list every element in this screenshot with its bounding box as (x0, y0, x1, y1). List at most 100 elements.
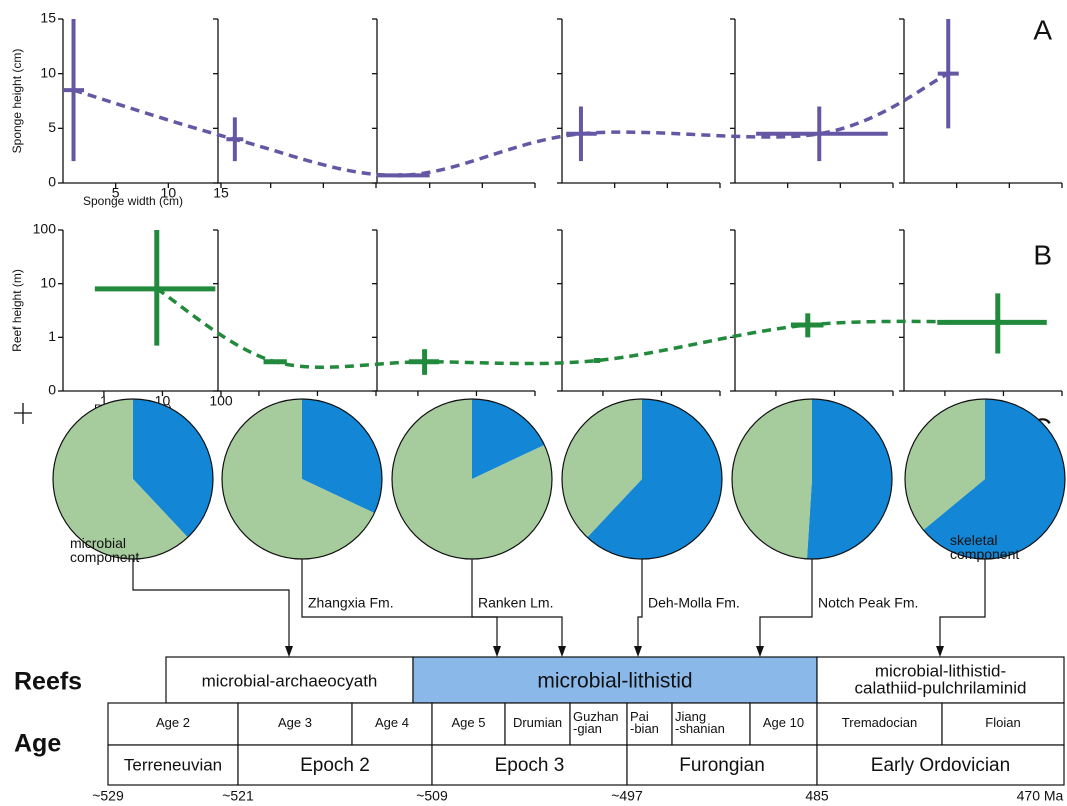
series-label: skeletal component (950, 532, 1019, 562)
reef-label: microbial-archaeocyath (202, 671, 378, 690)
axis (561, 230, 720, 392)
series-label: microbial component (70, 535, 139, 565)
label-line: Jiang (675, 709, 706, 724)
label-line: Age 2 (156, 715, 190, 730)
row-label: Reefs (14, 668, 82, 696)
epoch-label: Epoch 2 (300, 755, 370, 776)
label: Age 10 (763, 715, 804, 730)
boundary-label: ~509 (416, 788, 448, 804)
epoch-label: Early Ordovician (871, 755, 1010, 776)
formation-label: Zhangxia Fm. (308, 595, 394, 611)
y-tick-label: 1 (48, 328, 56, 344)
label: Guzhan -gian (573, 709, 619, 736)
arrow-head (634, 646, 642, 657)
epoch-cell (237, 744, 433, 786)
series-label-line: skeletal (950, 532, 1001, 548)
x-tick-label: 100 (209, 393, 233, 409)
formation-label: Ranken Lm. (478, 595, 553, 611)
label: Age 3 (278, 715, 312, 730)
label-line: Age 5 (452, 715, 486, 730)
pie-slice (392, 399, 552, 559)
series-label-line: component (70, 549, 139, 565)
series-label-line: microbial (70, 535, 130, 551)
series-label-line: component (950, 546, 1019, 562)
label-line: Drumian (513, 715, 562, 730)
y-tick-label: 10 (40, 274, 56, 290)
label-line: Age 4 (375, 715, 409, 730)
connector (637, 559, 643, 650)
age-cell (941, 702, 1065, 746)
boundary-label: ~529 (92, 788, 124, 804)
connector (132, 559, 290, 650)
pie-slice (806, 399, 892, 560)
arrow-head (936, 646, 944, 657)
pie-slice (472, 399, 545, 479)
label: microbial-lithistid-calathiid-pulchrilam… (855, 662, 1027, 698)
formation-label: Notch Peak Fm. (818, 595, 918, 611)
epoch-cell (431, 744, 628, 786)
axis (561, 19, 720, 184)
label-line: Floian (985, 715, 1020, 730)
boundary-label: 470 Ma (1017, 788, 1064, 804)
label-line: -bian (630, 721, 659, 736)
label-line: Tremadocian (842, 715, 917, 730)
connector (471, 559, 563, 650)
epoch-cell (107, 744, 239, 786)
x-tick-label: 10 (161, 185, 177, 201)
label-line: Guzhan (573, 709, 619, 724)
label: Floian (985, 715, 1020, 730)
y-tick-label: 5 (48, 119, 56, 135)
pie-slice (52, 399, 188, 559)
label-line: -shanian (675, 721, 725, 736)
label: Jiang -shanian (675, 709, 725, 736)
label: Age 4 (375, 715, 409, 730)
formation-label: Deh-Molla Fm. (648, 595, 740, 611)
axis (62, 230, 221, 392)
pie-slice (731, 399, 812, 559)
pie-slice (133, 399, 213, 538)
pie-slice (302, 399, 382, 514)
connector (939, 559, 986, 650)
boundary-label: ~521 (222, 788, 254, 804)
label-line: -gian (573, 721, 602, 736)
pie-slice (221, 399, 375, 560)
connector (301, 559, 498, 650)
y-tick-label: 100 (33, 221, 57, 237)
epoch-cell (626, 744, 818, 786)
boundary-label: ~497 (611, 788, 643, 804)
arrow-head (558, 646, 566, 657)
age-cell (816, 702, 943, 746)
axis (62, 19, 221, 184)
label-line: Age 3 (278, 715, 312, 730)
epoch-label: Furongian (679, 755, 765, 776)
epoch-label: Terreneuvian (124, 755, 222, 774)
label-line: Age 10 (763, 715, 804, 730)
label-line: Pai (630, 709, 649, 724)
y-tick-label: 0 (48, 382, 56, 398)
x-tick-label: 1 (100, 393, 108, 409)
pie-slice (562, 399, 642, 538)
age-cell (431, 702, 506, 746)
pie-slice (587, 399, 722, 559)
label: Pai -bian (630, 709, 659, 736)
epoch-label: Epoch 3 (495, 755, 565, 776)
reef-cell (165, 656, 414, 704)
label: Age 2 (156, 715, 190, 730)
reef-label: microbial-lithistid (537, 670, 692, 693)
arrow-head (756, 646, 764, 657)
reef-cell (816, 656, 1065, 704)
age-cell (351, 702, 433, 746)
boundary-label: 485 (805, 788, 829, 804)
y-axis-label: Sponge height (cm) (10, 49, 24, 154)
y-tick-label: 10 (40, 64, 56, 80)
trend-line (155, 287, 998, 369)
trend-line (73, 72, 949, 178)
label: Tremadocian (842, 715, 917, 730)
label-line: microbial-lithistid- (875, 662, 1006, 681)
y-tick-label: 15 (40, 10, 56, 26)
x-tick-label: 15 (213, 185, 229, 201)
label: Age 5 (452, 715, 486, 730)
axis (734, 230, 893, 392)
row-label: Age (14, 730, 61, 758)
